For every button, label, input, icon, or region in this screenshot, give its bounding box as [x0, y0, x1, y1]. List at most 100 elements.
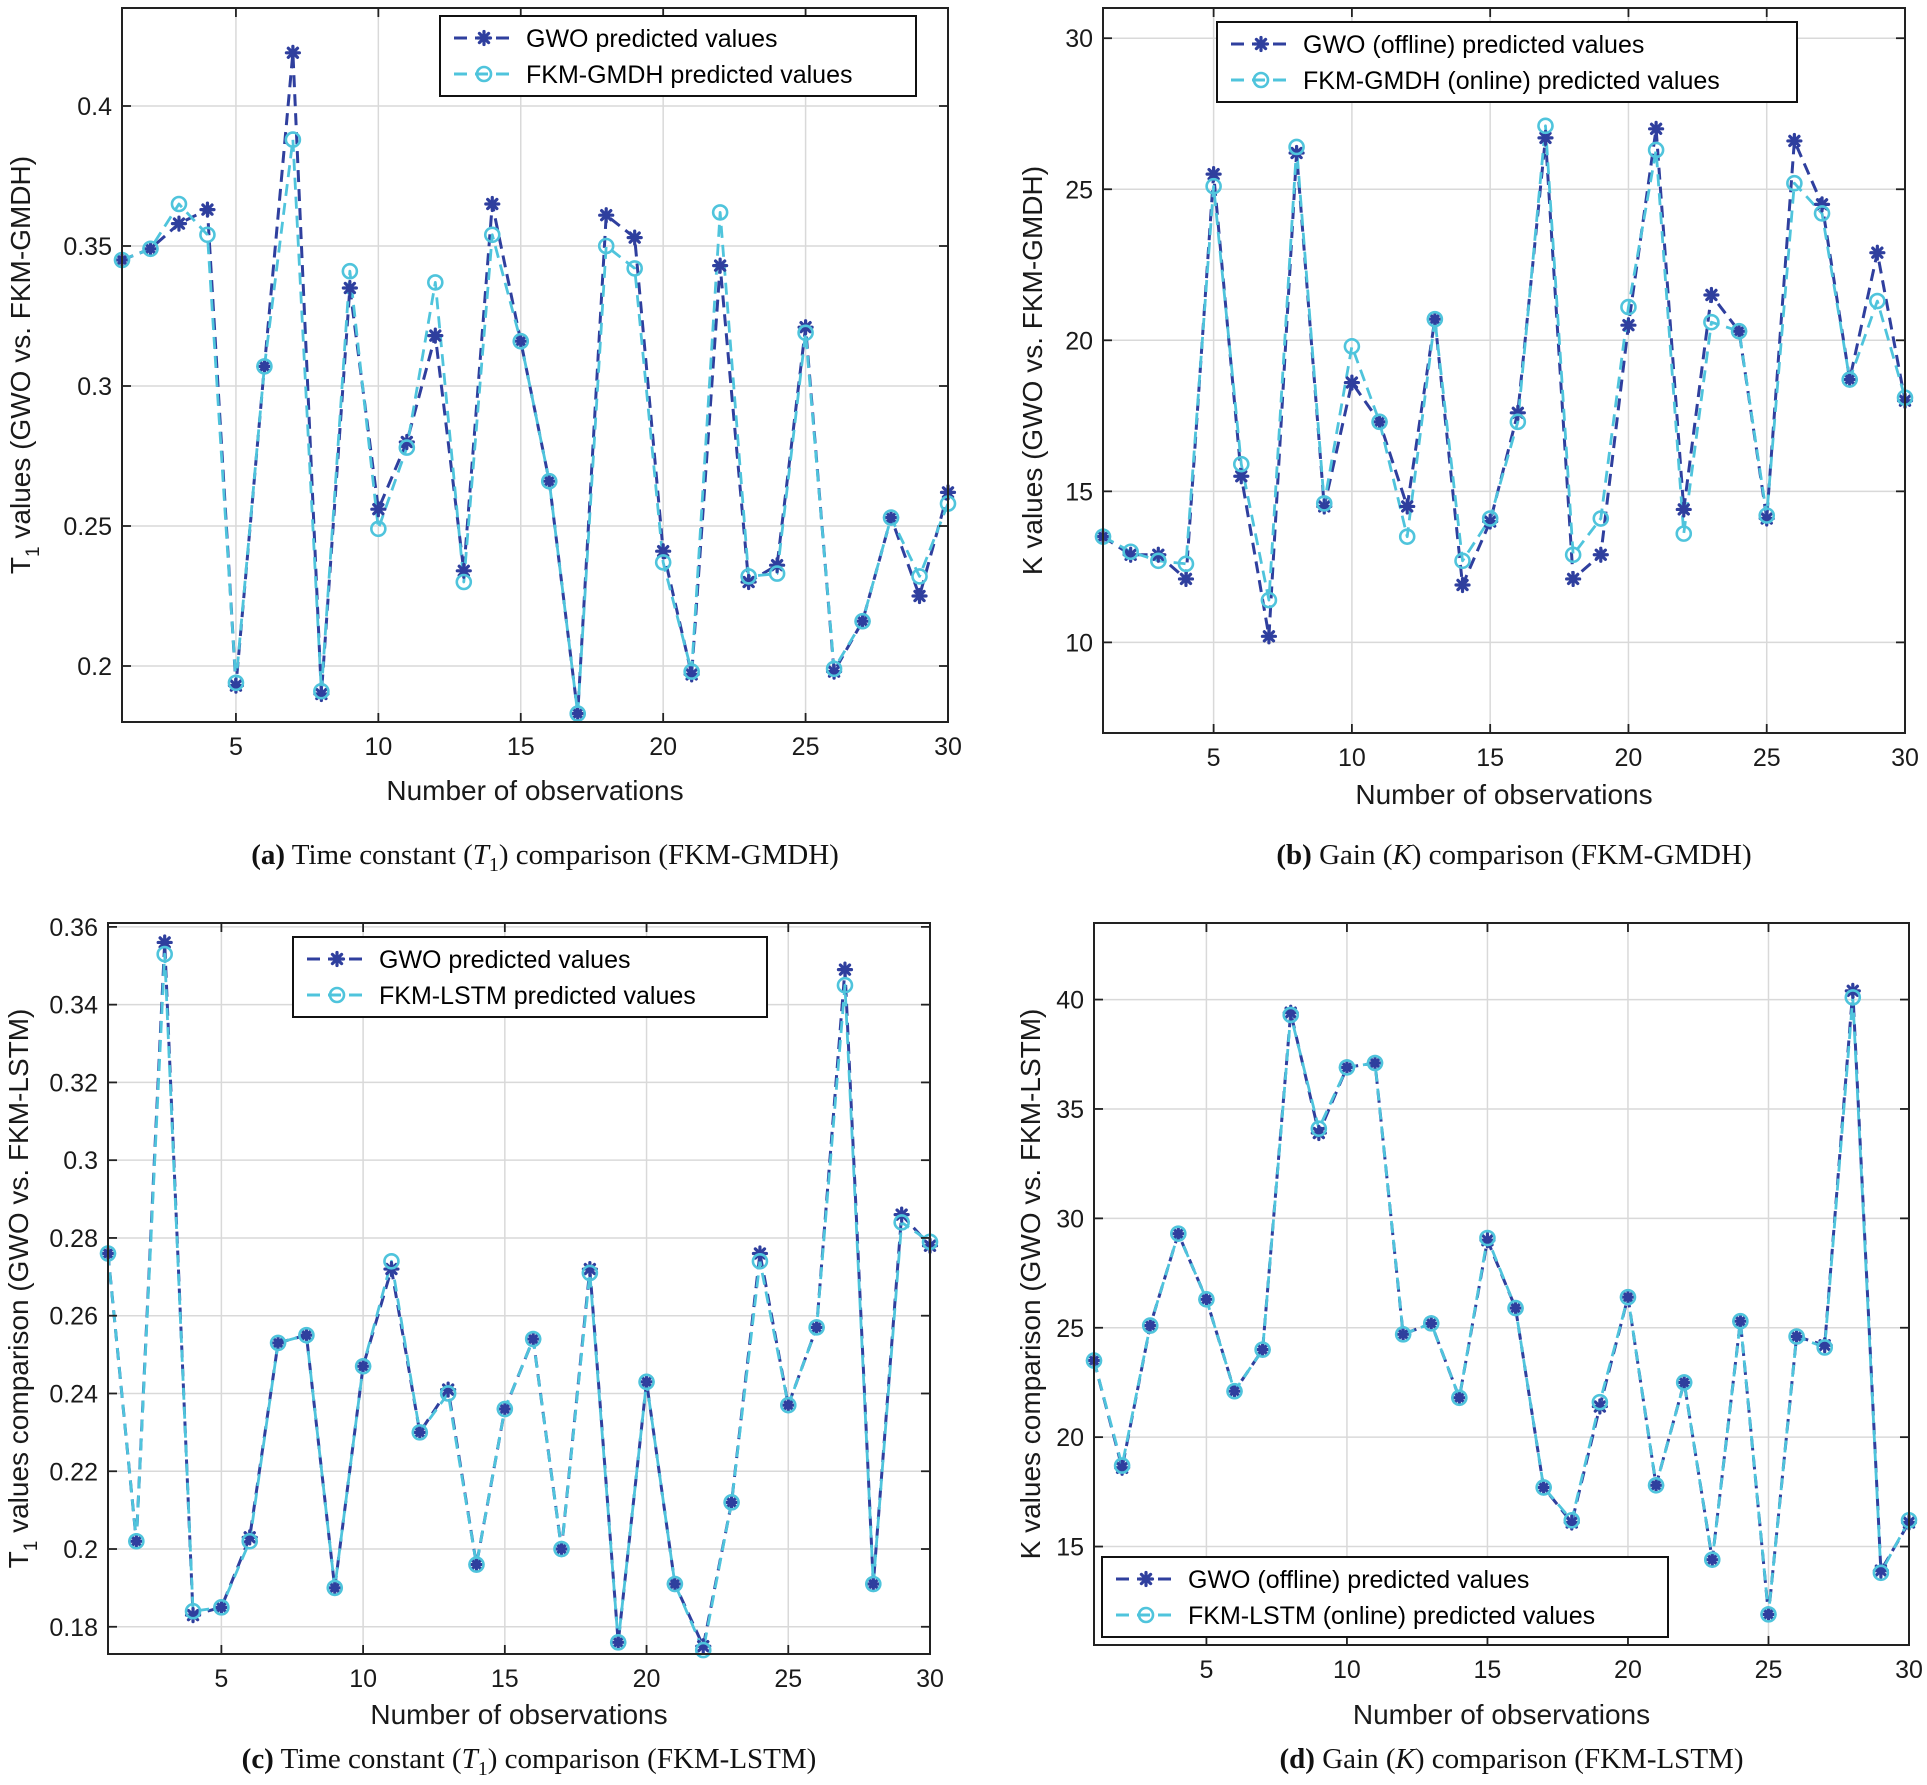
- x-tick-label: 15: [1474, 1656, 1502, 1684]
- data-point-fkm: [256, 358, 273, 375]
- data-point-gwo: [1423, 1315, 1440, 1332]
- data-point-fkm: [626, 260, 643, 277]
- data-point-gwo: [1786, 132, 1803, 150]
- y-tick-label: 0.35: [63, 233, 112, 261]
- data-point-gwo: [569, 705, 586, 722]
- data-point-fkm: [284, 131, 302, 148]
- legend-label: GWO predicted values: [379, 946, 631, 974]
- legend-label: GWO predicted values: [526, 25, 778, 53]
- data-point-fkm: [808, 1319, 825, 1336]
- data-point-fkm: [540, 472, 558, 490]
- data-point-fkm: [1310, 1120, 1328, 1137]
- data-point-fkm: [882, 509, 900, 526]
- caption-text: ) comparison (FKM-LSTM): [488, 1743, 817, 1775]
- data-point-fkm: [1869, 292, 1886, 310]
- y-tick-label: 0.22: [49, 1458, 98, 1486]
- caption-text: Gain (: [1315, 1743, 1396, 1775]
- data-point-fkm: [865, 1575, 882, 1593]
- legend-marker-fkm: [328, 986, 346, 1004]
- data-point-fkm: [1758, 507, 1776, 524]
- data-point-gwo: [496, 1400, 513, 1418]
- data-point-gwo: [1142, 1317, 1159, 1334]
- data-point-gwo: [723, 1494, 740, 1511]
- x-tick-label: 5: [1207, 744, 1221, 772]
- legend-marker-gwo: [328, 950, 346, 968]
- data-point-fkm: [455, 573, 473, 591]
- data-point-fkm: [1844, 989, 1862, 1006]
- data-point-fkm: [298, 1326, 315, 1344]
- data-point-gwo: [865, 1575, 882, 1593]
- data-point-fkm: [1481, 510, 1499, 527]
- data-point-fkm: [1338, 1059, 1356, 1076]
- data-point-fkm: [1507, 1299, 1524, 1317]
- legend-marker-fkm: [1252, 71, 1270, 89]
- data-point-fkm: [569, 705, 587, 722]
- data-point-fkm: [1282, 1006, 1300, 1024]
- series-line-fkm: [1102, 124, 1907, 602]
- panel-caption: (b) Gain (K) comparison (FKM-GMDH): [1276, 839, 1751, 871]
- data-point-gwo: [836, 961, 854, 978]
- data-point-fkm: [1205, 177, 1222, 195]
- data-point-gwo: [1565, 570, 1582, 588]
- data-point-fkm: [1288, 138, 1305, 156]
- data-point-gwo: [1788, 1328, 1805, 1345]
- data-point-fkm: [836, 976, 854, 994]
- data-point-fkm: [825, 660, 843, 678]
- data-point-fkm: [354, 1357, 372, 1375]
- y-axis-label: T1 values comparison (GWO vs. FKM-LSTM): [3, 1009, 42, 1569]
- x-tick-label: 10: [364, 733, 392, 761]
- caption-label: (d): [1280, 1743, 1315, 1775]
- caption-symbol: T: [473, 839, 491, 871]
- data-point-gwo: [1732, 1313, 1749, 1330]
- data-point-fkm: [341, 262, 359, 280]
- y-tick-label: 25: [1065, 176, 1093, 204]
- data-point-gwo: [1760, 1606, 1777, 1623]
- data-point-gwo: [808, 1319, 825, 1336]
- data-point-gwo: [1170, 1225, 1187, 1242]
- data-point-fkm: [370, 520, 387, 538]
- y-tick-label: 20: [1065, 327, 1093, 355]
- series-line-fkm: [106, 952, 931, 1652]
- x-tick-label: 30: [916, 1665, 944, 1693]
- data-point-fkm: [1564, 546, 1582, 564]
- data-point-fkm: [1788, 1328, 1805, 1345]
- x-tick-label: 30: [1895, 1656, 1923, 1684]
- plot-frame: [121, 7, 949, 723]
- data-point-gwo: [1620, 317, 1637, 334]
- chart-panel-a: 5 10 15 20 25 30 0.2 0.25 0.3 0.35 0.4 Number of ob…: [5, 7, 962, 876]
- data-point-fkm: [1113, 1457, 1131, 1474]
- legend-marker-fkm: [475, 65, 493, 83]
- y-tick-label: 15: [1056, 1534, 1084, 1562]
- data-point-fkm: [1422, 1315, 1440, 1332]
- x-tick-label: 10: [349, 1665, 377, 1693]
- legend-marker-fkm: [1137, 1606, 1155, 1624]
- y-axis-label-text: values (GWO vs. FKM-GMDH): [5, 156, 36, 546]
- data-point-gwo: [598, 207, 615, 224]
- y-tick-label: 25: [1056, 1315, 1084, 1343]
- data-point-fkm: [1366, 1054, 1384, 1072]
- data-point-gwo: [1198, 1291, 1215, 1308]
- data-point-fkm: [1620, 298, 1637, 316]
- y-axis-label-subscript: 1: [23, 546, 44, 557]
- data-point-fkm: [740, 568, 757, 585]
- data-point-fkm: [1170, 1225, 1187, 1242]
- data-point-fkm: [1537, 117, 1554, 135]
- data-point-fkm: [1451, 1389, 1468, 1407]
- data-point-fkm: [1398, 528, 1416, 545]
- data-point-fkm: [779, 1396, 797, 1414]
- data-point-fkm: [512, 332, 530, 350]
- legend-label: GWO (offline) predicted values: [1188, 1566, 1529, 1594]
- x-tick-label: 25: [774, 1665, 802, 1693]
- data-point-gwo: [269, 1334, 287, 1352]
- legend-box: [1216, 21, 1798, 103]
- data-point-fkm: [597, 237, 615, 255]
- data-point-gwo: [780, 1397, 797, 1414]
- data-point-fkm: [1647, 141, 1665, 159]
- data-point-fkm: [1535, 1479, 1552, 1496]
- x-tick-label: 25: [792, 733, 820, 761]
- series-line-fkm: [121, 138, 950, 715]
- data-point-fkm: [1703, 313, 1720, 331]
- data-point-fkm: [1454, 552, 1471, 570]
- y-tick-label: 0.34: [49, 992, 98, 1020]
